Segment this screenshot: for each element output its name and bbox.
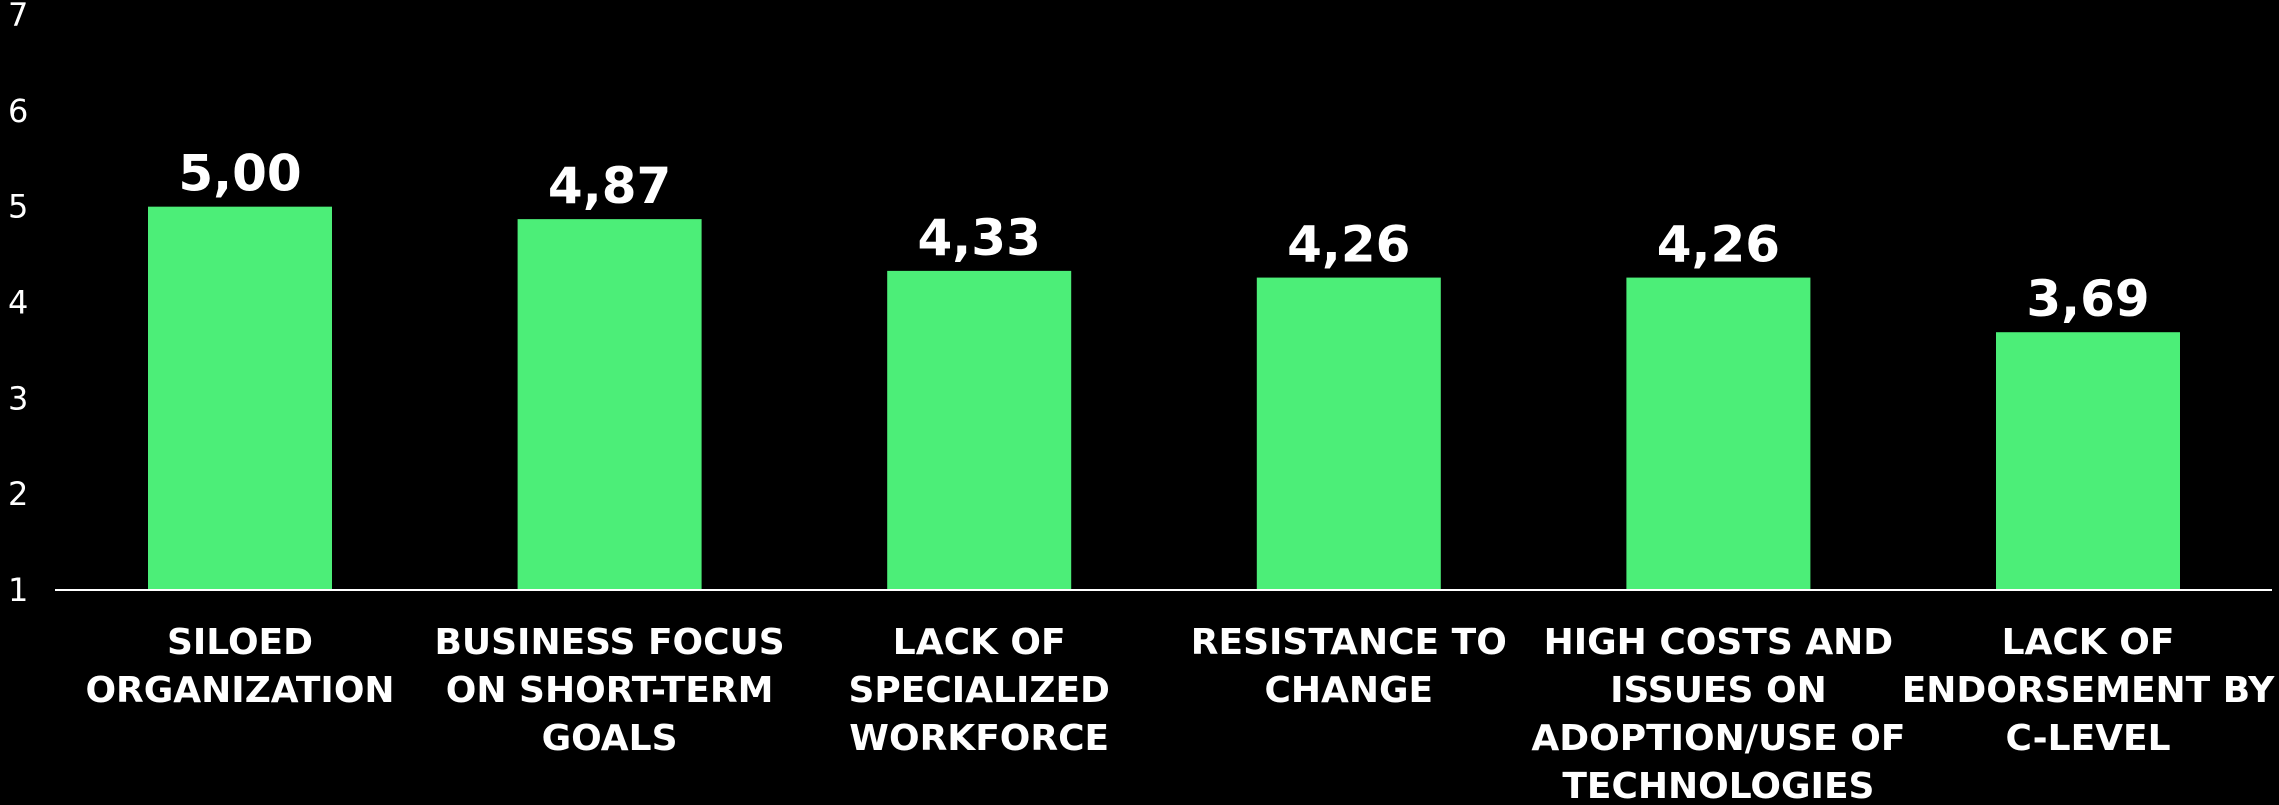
y-tick-label: 3 <box>8 379 28 417</box>
category-labels-group: SILOED ORGANIZATION BUSINESS FOCUS ON SHORT… <box>85 622 2275 805</box>
category-label-line: ORGANIZATION <box>85 670 394 711</box>
category-label: HIGH COSTS AND ISSUES ON ADOPTION/USE OF TE… <box>1531 622 1905 805</box>
bar <box>1256 277 1441 590</box>
bar-value-label: 4,87 <box>548 157 671 215</box>
category-label-line: SILOED <box>167 622 313 663</box>
value-labels-group: 5,00 4,87 4,33 4,26 4,26 3,69 <box>178 145 2149 329</box>
bar <box>887 270 1072 590</box>
bar-value-label: 5,00 <box>178 145 301 203</box>
bar-value-label: 4,26 <box>1287 216 1410 274</box>
category-label: BUSINESS FOCUS ON SHORT-TERM GOALS <box>434 622 784 759</box>
category-label-line: SPECIALIZED <box>848 670 1110 711</box>
y-tick-label: 2 <box>8 475 28 513</box>
category-label-line: GOALS <box>542 718 678 759</box>
category-label-line: WORKFORCE <box>849 718 1109 759</box>
category-label-line: LACK OF <box>2002 622 2175 663</box>
category-label-line: HIGH COSTS AND <box>1544 622 1894 663</box>
y-tick-label: 1 <box>8 571 28 609</box>
category-label-line: LACK OF <box>893 622 1066 663</box>
category-label-line: C-LEVEL <box>2005 718 2170 759</box>
category-label: LACK OF ENDORSEMENT BY C-LEVEL <box>1902 622 2276 759</box>
category-label-line: CHANGE <box>1264 670 1433 711</box>
bar <box>148 206 332 590</box>
category-label: LACK OF SPECIALIZED WORKFORCE <box>848 622 1110 759</box>
bar <box>1996 332 2180 590</box>
y-tick-label: 4 <box>8 284 28 322</box>
category-label-line: BUSINESS FOCUS <box>434 622 784 663</box>
category-label: SILOED ORGANIZATION <box>85 622 394 711</box>
y-tick-label: 5 <box>8 188 28 226</box>
bar-value-label: 4,33 <box>918 209 1041 267</box>
bars-group <box>148 206 2180 590</box>
bar-value-label: 3,69 <box>2026 270 2149 328</box>
bar <box>1626 277 1811 590</box>
category-label-line: ON SHORT-TERM <box>446 670 774 711</box>
category-label-line: RESISTANCE TO <box>1191 622 1507 663</box>
category-label-line: ENDORSEMENT BY <box>1902 670 2276 711</box>
bar-value-label: 4,26 <box>1657 216 1780 274</box>
y-tick-label: 6 <box>8 92 28 130</box>
category-label-line: TECHNOLOGIES <box>1562 766 1874 805</box>
bar <box>517 219 702 590</box>
category-label-line: ADOPTION/USE OF <box>1531 718 1905 759</box>
y-axis-ticks: 1 2 3 4 5 6 7 <box>8 0 28 609</box>
category-label-line: ISSUES ON <box>1610 670 1827 711</box>
y-tick-label: 7 <box>8 0 28 34</box>
category-label: RESISTANCE TO CHANGE <box>1191 622 1507 711</box>
